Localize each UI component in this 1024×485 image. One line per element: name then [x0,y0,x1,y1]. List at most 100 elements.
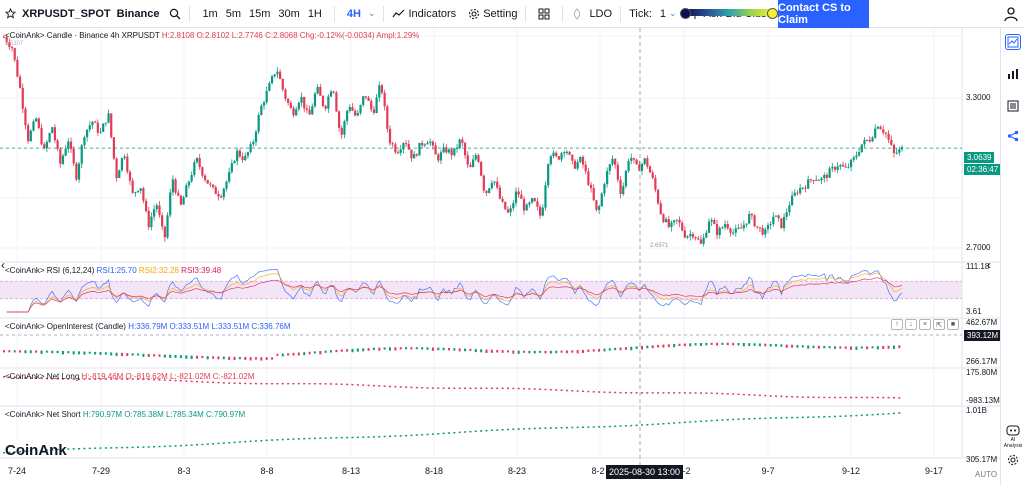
tick-selector[interactable]: Tick: 1 ⌄ [629,0,676,28]
interval-5m[interactable]: 5m [225,7,241,20]
netshort-candle [582,426,585,429]
candle-body [346,110,349,122]
candle-body [568,151,571,155]
netshort-candle [560,427,563,429]
candle-body [713,220,716,225]
ldo-selector[interactable]: LDO [571,0,612,28]
netlong-candle [726,393,729,395]
oi-candle [528,350,531,354]
tick-value[interactable]: 1 [659,7,666,20]
candle-body [469,164,472,168]
netshort-candle [104,447,107,449]
symbol-name[interactable]: XRPUSDT_SPOT [22,7,111,20]
symbol-selector[interactable]: XRPUSDT_SPOT Binance [0,0,181,28]
user-icon[interactable] [1003,6,1019,22]
layout-grid-icon[interactable] [538,8,550,20]
ai-analysis-icon[interactable] [1005,422,1021,438]
bar-stats-icon[interactable] [1005,66,1021,82]
chevron-down-icon[interactable]: ⌄ [669,8,677,18]
candle-body [337,111,341,128]
netshort-candle [196,444,199,446]
chart-panel-icon[interactable] [1005,34,1021,50]
netlong-candle [560,389,563,391]
list-icon[interactable] [1005,98,1021,114]
interval-4h-selector[interactable]: 4H ⌄ [343,0,376,28]
candle-body [782,216,786,229]
delete-icon[interactable]: ■ [947,319,959,330]
close-icon[interactable]: × [919,319,931,330]
candle-body [533,198,536,202]
chart-canvas[interactable] [0,28,1000,485]
layout-button[interactable] [538,0,550,28]
interval-30m[interactable]: 30m [278,7,300,20]
move-down-icon[interactable]: ↓ [905,319,917,330]
netlong-candle [464,387,467,390]
netlong-candle [362,384,365,386]
interval-1m[interactable]: 1m [202,7,218,20]
netshort-candle [823,416,826,418]
candle-body [305,108,309,110]
candle-body [91,121,94,126]
netshort-candle [571,426,574,429]
candle-body [833,166,837,170]
contact-cs-button[interactable]: Contact CS to Claim [778,0,869,28]
oi-candle [506,350,509,353]
candle-body [273,74,276,77]
auto-scale-toggle[interactable]: AUTO [975,470,998,479]
oi-candle [447,347,450,351]
candle-body [88,125,91,130]
divider [333,5,335,22]
candle-body [362,96,365,105]
candle-body [528,202,531,205]
netshort-candle [153,446,156,448]
interval-4h[interactable]: 4H [346,7,361,20]
setting-button[interactable]: Setting [468,0,517,28]
exchange-name[interactable]: Binance [116,7,160,20]
oi-candle [201,355,204,359]
candle-body [367,97,370,101]
candle-body [536,201,539,207]
heatmap-color-slider[interactable] [680,8,778,19]
netshort-candle [614,425,617,428]
netshort-candle [8,451,11,454]
netlong-candle [732,393,735,395]
move-up-icon[interactable]: ↑ [891,319,903,330]
candle-body [8,42,11,48]
oi-candle [812,345,815,349]
price-axis-label: 2.7000 [966,243,991,252]
oi-candle [576,350,579,354]
netlong-legend: <CoinAnk> Net Long H:-819.46M O:-819.62M… [5,372,255,381]
oi-candle [249,357,252,361]
oi-candle [876,346,879,350]
oi-candle [582,349,585,353]
interval-1h[interactable]: 1H [307,7,322,20]
netshort-candle [3,452,5,454]
candle-body [201,167,204,176]
net-long-series [3,376,901,399]
netlong-candle [501,387,504,390]
netlong-candle [110,378,113,380]
indicators-button[interactable]: Indicators [392,0,456,28]
interval-15m[interactable]: 15m [249,7,271,20]
netshort-candle [142,446,145,448]
collapse-right-icon[interactable]: ‹ [987,258,991,272]
settings-gear-icon[interactable] [1005,452,1021,468]
candle-body [94,121,97,123]
netlong-candle [260,382,263,385]
netshort-candle [217,442,220,445]
netlong-candle [485,387,488,390]
oi-candle [898,345,901,349]
candle-body [321,95,325,106]
oi-candle [88,351,91,354]
chevron-down-icon[interactable]: ⌄ [367,8,376,18]
oi-candle [174,354,177,358]
oi-candle [523,350,526,353]
maximize-icon[interactable]: ⇱ [933,319,945,330]
symbol-star-icon[interactable] [4,8,16,20]
netshort-candle [887,412,890,415]
netshort-candle [431,433,434,435]
search-icon[interactable] [169,8,181,20]
oi-candle [405,347,408,350]
share-icon[interactable] [1005,128,1021,144]
collapse-left-icon[interactable]: ‹ [1,258,5,272]
